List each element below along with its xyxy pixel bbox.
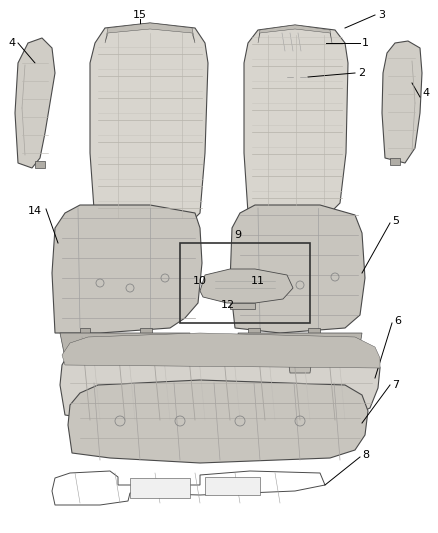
- Polygon shape: [302, 53, 305, 63]
- Polygon shape: [130, 478, 190, 498]
- Text: 4: 4: [422, 88, 429, 98]
- Polygon shape: [230, 303, 255, 309]
- Text: 2: 2: [358, 68, 365, 78]
- Text: 6: 6: [394, 316, 401, 326]
- Text: 7: 7: [392, 380, 399, 390]
- Polygon shape: [287, 73, 293, 80]
- Bar: [180, 243, 310, 323]
- Polygon shape: [205, 477, 260, 495]
- Text: 8: 8: [362, 450, 369, 460]
- Text: 10: 10: [193, 276, 207, 286]
- Polygon shape: [52, 205, 202, 333]
- Text: 3: 3: [378, 10, 385, 20]
- Polygon shape: [90, 23, 208, 228]
- Text: 11: 11: [251, 276, 265, 286]
- Polygon shape: [238, 333, 362, 358]
- Polygon shape: [244, 25, 348, 218]
- Polygon shape: [105, 23, 195, 43]
- Polygon shape: [35, 161, 45, 168]
- Text: 15: 15: [133, 10, 147, 20]
- Polygon shape: [275, 31, 328, 53]
- Polygon shape: [390, 158, 400, 165]
- Polygon shape: [15, 38, 55, 168]
- Polygon shape: [60, 333, 190, 358]
- Polygon shape: [60, 335, 380, 423]
- Polygon shape: [382, 41, 422, 163]
- Polygon shape: [200, 269, 293, 303]
- Polygon shape: [300, 73, 306, 80]
- Polygon shape: [68, 380, 368, 463]
- Polygon shape: [295, 53, 298, 63]
- Text: 1: 1: [362, 38, 369, 48]
- Polygon shape: [308, 328, 320, 335]
- Polygon shape: [62, 333, 380, 368]
- Text: 5: 5: [392, 216, 399, 226]
- Polygon shape: [230, 205, 365, 333]
- Text: 4: 4: [8, 38, 15, 48]
- Polygon shape: [288, 358, 312, 373]
- Text: 9: 9: [234, 230, 242, 240]
- Polygon shape: [80, 328, 90, 335]
- Polygon shape: [248, 328, 260, 335]
- Text: 12: 12: [221, 300, 235, 310]
- Polygon shape: [140, 328, 152, 335]
- Text: 14: 14: [28, 206, 42, 216]
- Polygon shape: [258, 25, 332, 43]
